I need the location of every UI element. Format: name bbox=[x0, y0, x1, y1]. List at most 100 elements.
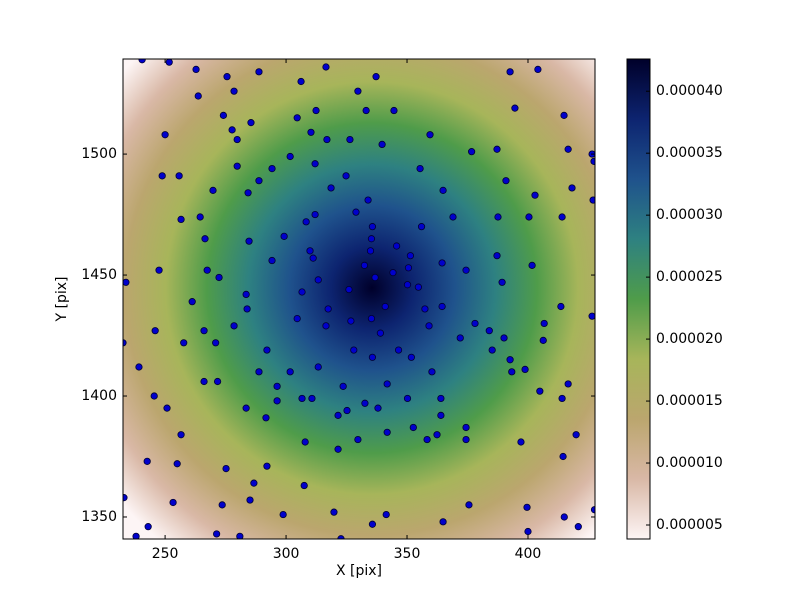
point bbox=[521, 365, 529, 374]
point bbox=[426, 131, 434, 139]
point bbox=[343, 406, 351, 415]
point bbox=[346, 135, 354, 144]
point bbox=[255, 368, 263, 376]
point bbox=[200, 377, 208, 386]
point bbox=[354, 87, 362, 95]
point bbox=[531, 191, 539, 199]
point bbox=[233, 162, 241, 170]
point bbox=[200, 327, 208, 335]
point bbox=[367, 314, 376, 323]
point bbox=[306, 247, 314, 255]
point bbox=[273, 397, 281, 405]
x-tick-label: 250 bbox=[152, 546, 179, 562]
point bbox=[334, 411, 342, 419]
x-tick-label: 400 bbox=[515, 546, 542, 562]
point bbox=[502, 177, 510, 185]
point bbox=[255, 177, 263, 185]
point bbox=[322, 322, 330, 330]
point bbox=[218, 501, 226, 509]
point bbox=[242, 290, 250, 299]
point bbox=[428, 368, 436, 376]
point bbox=[223, 73, 231, 81]
point bbox=[523, 503, 531, 511]
plot-frame bbox=[122, 58, 596, 540]
point bbox=[438, 259, 446, 267]
point bbox=[286, 152, 294, 161]
point bbox=[524, 527, 532, 536]
point bbox=[144, 523, 152, 531]
point bbox=[263, 346, 271, 354]
y-tick-label: 1500 bbox=[81, 146, 117, 162]
point bbox=[143, 457, 151, 465]
point bbox=[163, 404, 171, 412]
point bbox=[314, 363, 322, 371]
point bbox=[493, 252, 501, 260]
point bbox=[383, 428, 391, 436]
point bbox=[367, 235, 376, 243]
point bbox=[307, 128, 315, 136]
point bbox=[389, 269, 397, 277]
point bbox=[560, 513, 568, 521]
point bbox=[590, 157, 595, 165]
point bbox=[465, 501, 473, 509]
point bbox=[230, 87, 238, 95]
point bbox=[574, 523, 582, 531]
point bbox=[177, 431, 185, 439]
point bbox=[213, 377, 222, 386]
point bbox=[308, 394, 316, 403]
point bbox=[376, 329, 385, 337]
point bbox=[374, 404, 382, 412]
point bbox=[508, 368, 516, 376]
point bbox=[368, 223, 377, 231]
point bbox=[471, 319, 479, 328]
point bbox=[314, 276, 322, 284]
point bbox=[280, 232, 288, 240]
point bbox=[330, 508, 338, 516]
point bbox=[511, 104, 519, 112]
colorbar-tick-label: 0.000035 bbox=[656, 145, 723, 161]
point bbox=[268, 164, 276, 173]
point bbox=[161, 131, 169, 139]
point bbox=[169, 498, 177, 507]
point bbox=[366, 247, 375, 255]
point bbox=[302, 218, 310, 226]
point bbox=[244, 189, 252, 197]
point bbox=[194, 92, 202, 100]
point bbox=[564, 380, 572, 388]
point bbox=[213, 530, 221, 538]
point bbox=[123, 278, 130, 286]
point bbox=[323, 135, 331, 144]
point bbox=[293, 314, 301, 323]
point bbox=[158, 172, 166, 180]
point bbox=[371, 273, 379, 282]
point bbox=[150, 392, 158, 400]
point bbox=[165, 59, 173, 66]
colorbar-tick-label: 0.000040 bbox=[656, 83, 723, 99]
point bbox=[132, 532, 140, 539]
point bbox=[196, 213, 204, 221]
point bbox=[462, 266, 470, 274]
point bbox=[352, 208, 360, 216]
point bbox=[322, 63, 330, 71]
colorbar-tick-label: 0.000025 bbox=[656, 269, 723, 285]
point bbox=[135, 363, 143, 371]
point bbox=[361, 399, 369, 407]
point bbox=[201, 235, 209, 243]
point bbox=[298, 394, 306, 403]
point bbox=[528, 261, 536, 269]
colorbar-tick-label: 0.000010 bbox=[656, 455, 723, 471]
point bbox=[342, 172, 350, 180]
point bbox=[557, 302, 565, 311]
point bbox=[564, 145, 572, 153]
point bbox=[364, 196, 372, 204]
point bbox=[262, 414, 270, 422]
point bbox=[423, 435, 431, 444]
point bbox=[493, 145, 501, 153]
point bbox=[517, 438, 525, 446]
point bbox=[339, 382, 347, 390]
point bbox=[485, 327, 493, 335]
point bbox=[286, 368, 294, 376]
colorbar-tick-label: 0.000020 bbox=[656, 331, 723, 347]
point bbox=[301, 438, 309, 446]
point bbox=[345, 285, 353, 294]
